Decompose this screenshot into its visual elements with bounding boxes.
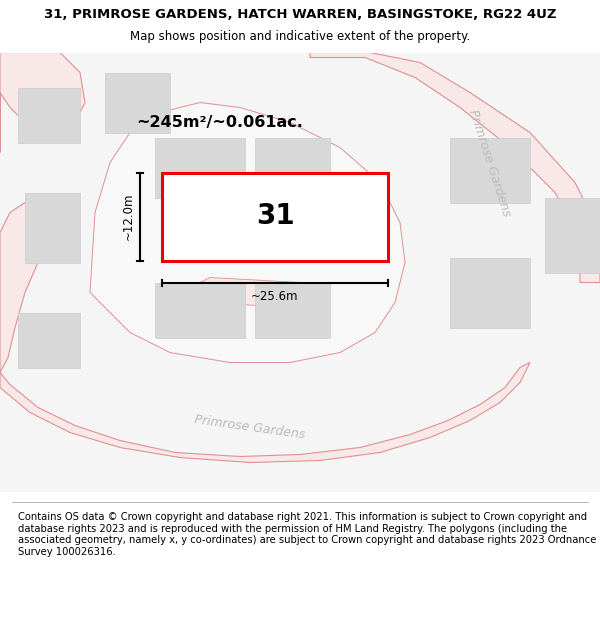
Text: 31: 31 <box>256 202 295 231</box>
Polygon shape <box>450 258 530 328</box>
Polygon shape <box>25 192 80 262</box>
Text: ~12.0m: ~12.0m <box>122 192 135 240</box>
Polygon shape <box>0 52 85 152</box>
Polygon shape <box>0 362 530 462</box>
Polygon shape <box>18 88 80 142</box>
Polygon shape <box>255 138 330 198</box>
Polygon shape <box>255 282 330 338</box>
Polygon shape <box>450 138 530 202</box>
Polygon shape <box>310 52 600 282</box>
Polygon shape <box>155 138 245 198</box>
Polygon shape <box>200 278 305 308</box>
Polygon shape <box>0 52 600 493</box>
Text: Map shows position and indicative extent of the property.: Map shows position and indicative extent… <box>130 29 470 42</box>
Polygon shape <box>18 312 80 368</box>
Polygon shape <box>90 102 405 362</box>
Text: Contains OS data © Crown copyright and database right 2021. This information is : Contains OS data © Crown copyright and d… <box>18 512 596 557</box>
Text: Primrose Gardens: Primrose Gardens <box>467 107 514 218</box>
Text: Primrose Gardens: Primrose Gardens <box>194 413 306 442</box>
Polygon shape <box>0 202 50 372</box>
Polygon shape <box>545 198 600 272</box>
Text: ~245m²/~0.061ac.: ~245m²/~0.061ac. <box>137 115 304 130</box>
Polygon shape <box>162 173 388 261</box>
Polygon shape <box>155 282 245 338</box>
Text: 31, PRIMROSE GARDENS, HATCH WARREN, BASINGSTOKE, RG22 4UZ: 31, PRIMROSE GARDENS, HATCH WARREN, BASI… <box>44 8 556 21</box>
Polygon shape <box>105 72 170 132</box>
Text: ~25.6m: ~25.6m <box>251 291 299 304</box>
